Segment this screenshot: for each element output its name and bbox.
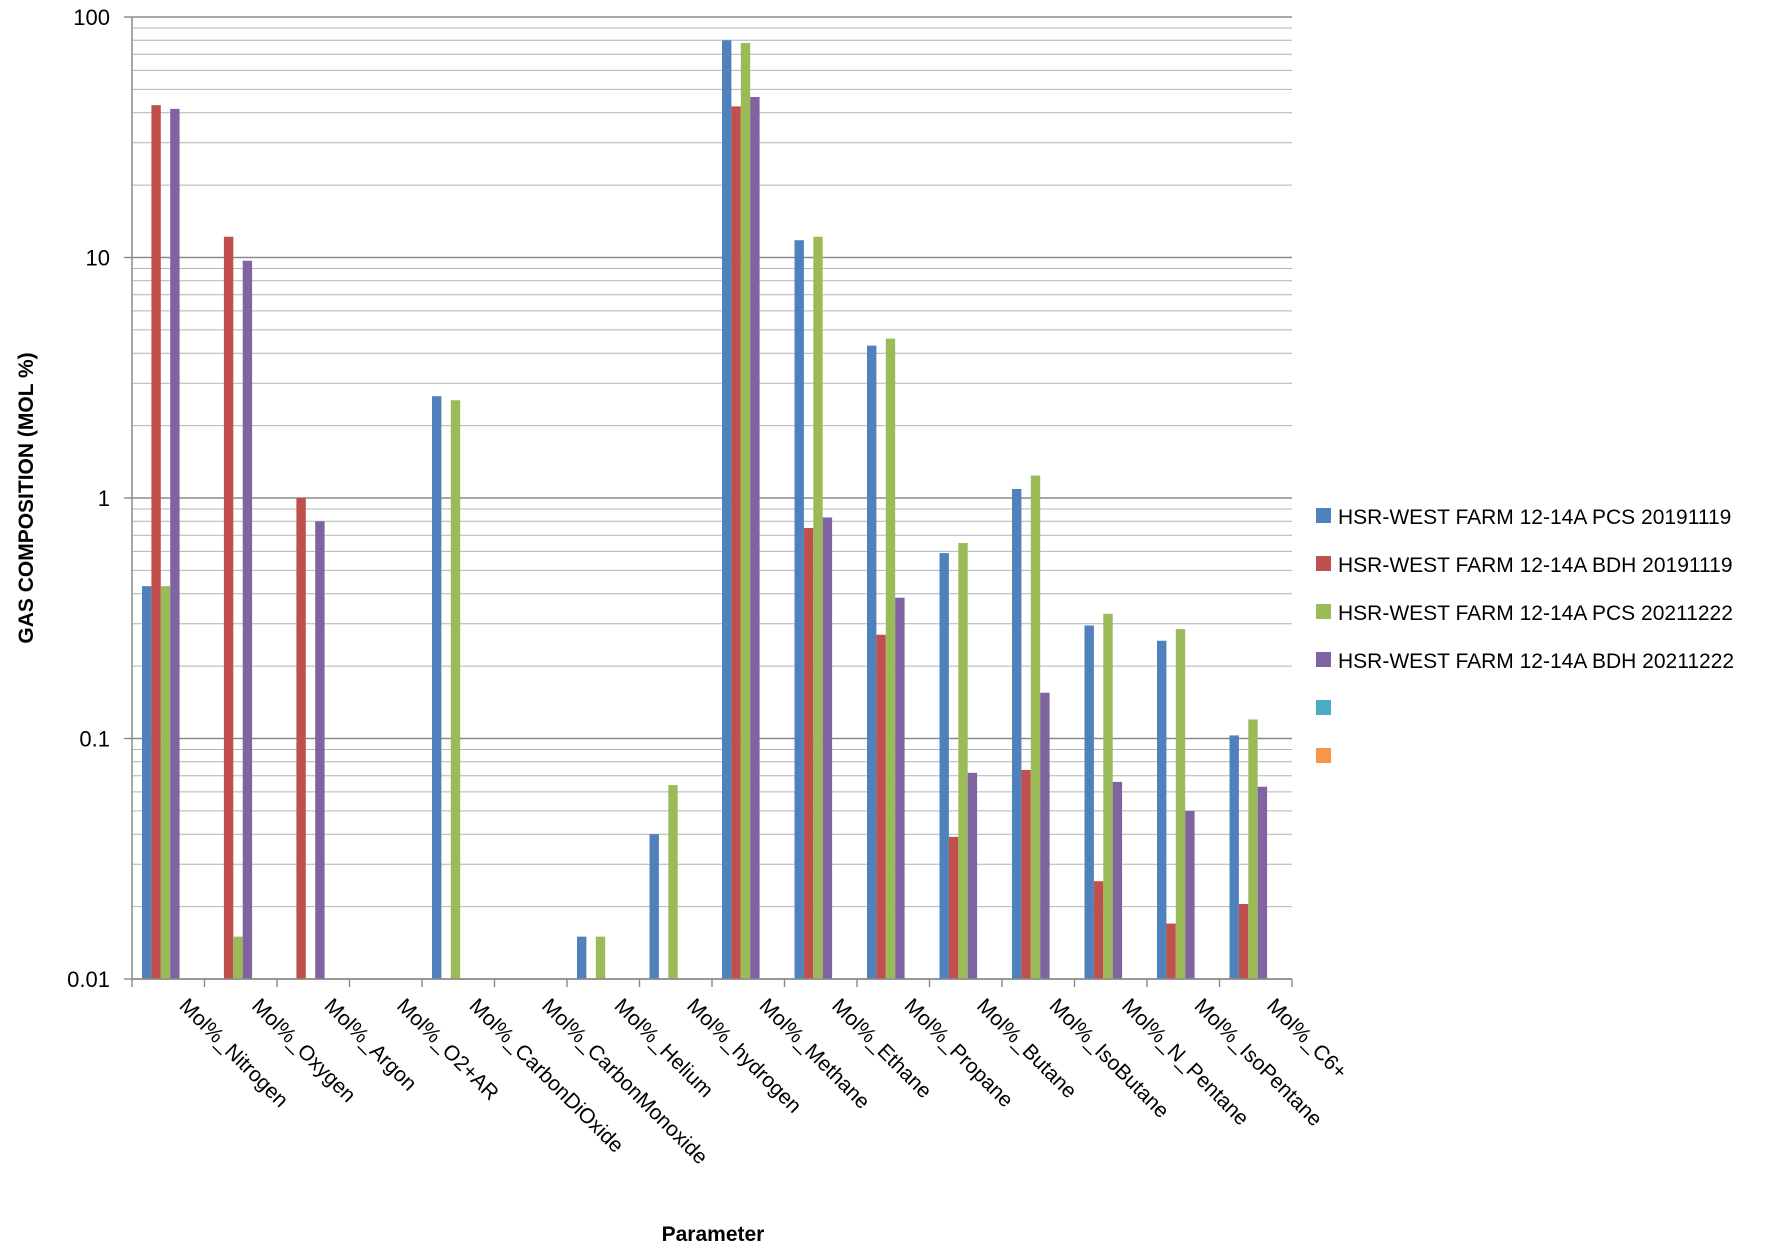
bar	[822, 517, 833, 979]
bar	[242, 260, 253, 979]
bar	[731, 106, 741, 980]
y-tick-label: 100	[73, 5, 110, 30]
bar	[939, 553, 949, 979]
y-tick-label: 0.1	[79, 727, 110, 752]
bar	[668, 785, 678, 979]
legend-swatch	[1316, 508, 1331, 523]
legend: HSR-WEST FARM 12-14A PCS 20191119 HSR-WES…	[1316, 506, 1734, 763]
bar	[750, 96, 760, 980]
bar	[142, 586, 152, 979]
bar	[722, 40, 732, 979]
bar	[885, 338, 896, 979]
bar	[432, 396, 442, 980]
bar	[1040, 692, 1050, 979]
bar	[895, 597, 905, 979]
bar	[151, 105, 161, 980]
bar	[1093, 881, 1104, 979]
legend-swatch	[1316, 748, 1331, 763]
bar	[649, 834, 659, 979]
x-category-label: Mol%_N_Pentane	[1117, 994, 1253, 1130]
bar	[595, 936, 606, 979]
bar	[233, 936, 243, 979]
bar	[1157, 640, 1167, 979]
bar	[1175, 629, 1186, 979]
legend-swatch	[1316, 700, 1331, 715]
y-tick-label: 1	[98, 486, 110, 511]
bar	[740, 42, 751, 980]
x-axis-title: Parameter	[662, 1223, 765, 1244]
bar	[1012, 488, 1022, 979]
y-tick-label: 0.01	[67, 967, 110, 992]
bar	[170, 108, 180, 979]
x-category-label: Mol%_IsoPentane	[1190, 994, 1327, 1131]
bar	[1248, 719, 1258, 979]
y-axis-title: GAS COMPOSITION (MOL %)	[15, 352, 38, 643]
bar	[967, 772, 978, 979]
bar	[1185, 810, 1195, 979]
x-category-labels: Mol%_NitrogenMol%_OxygenMol%_ArgonMol%_O…	[175, 994, 1352, 1169]
bar	[813, 236, 823, 979]
bar	[1021, 769, 1031, 979]
bar	[1030, 475, 1041, 979]
bar	[1084, 625, 1094, 979]
legend-swatch	[1316, 604, 1331, 619]
axes	[124, 16, 1293, 987]
bar	[223, 236, 234, 979]
legend-label: HSR-WEST FARM 12-14A BDH 20191119	[1338, 554, 1733, 577]
grid-lines	[132, 16, 1292, 980]
legend-label: HSR-WEST FARM 12-14A BDH 20211222	[1338, 650, 1734, 673]
bar	[450, 400, 461, 980]
bar	[803, 528, 814, 979]
legend-swatch	[1316, 556, 1331, 571]
bars	[142, 40, 1268, 980]
bar	[315, 521, 325, 979]
bar	[958, 542, 968, 979]
bar	[1166, 923, 1176, 979]
bar	[160, 586, 171, 979]
legend-label: HSR-WEST FARM 12-14A PCS 20211222	[1338, 602, 1733, 625]
bar	[1112, 781, 1123, 979]
legend-swatch	[1316, 652, 1331, 667]
bar	[577, 936, 587, 979]
bar	[867, 345, 877, 979]
bar	[1238, 904, 1249, 979]
bar	[1229, 735, 1239, 979]
y-tick-labels: 0.01 0.1 1 10 100	[67, 5, 110, 992]
y-tick-label: 10	[86, 246, 110, 271]
bar	[1257, 786, 1268, 979]
bar	[794, 240, 804, 979]
bar	[948, 836, 959, 979]
legend-label: HSR-WEST FARM 12-14A PCS 20191119	[1338, 506, 1731, 529]
bar	[876, 634, 886, 979]
bar	[1103, 613, 1113, 979]
bar	[296, 498, 306, 979]
